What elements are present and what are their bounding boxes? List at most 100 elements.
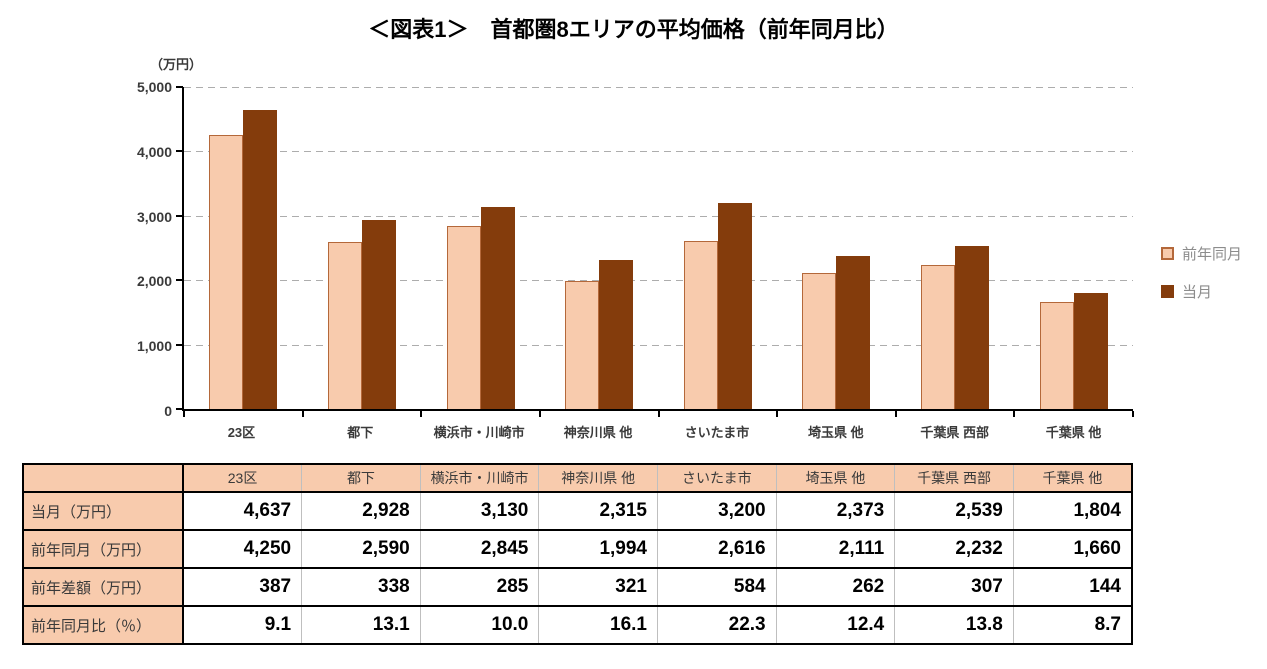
y-tick-label: 2,000 xyxy=(136,273,172,290)
bar-当月 xyxy=(836,256,871,409)
legend-label: 前年同月 xyxy=(1182,246,1243,263)
y-axis-labels: 0 1,000 2,000 3,000 4,000 5,000 xyxy=(100,79,172,419)
x-tick-mark xyxy=(183,411,185,417)
bar-group xyxy=(1014,87,1133,409)
x-tick-mark xyxy=(1013,411,1016,417)
x-category-label: さいたま市 xyxy=(684,425,750,440)
table-value-cell: 2,845 xyxy=(419,529,539,568)
table-value-cell: 2,590 xyxy=(301,529,421,568)
legend-item: 当月 xyxy=(1161,281,1242,302)
table-value-cell: 2,373 xyxy=(775,491,895,530)
table-value-cell: 4,250 xyxy=(182,529,302,568)
table-value-cell: 12.4 xyxy=(775,605,895,644)
legend-marker-icon xyxy=(1161,247,1174,260)
bar-当月 xyxy=(361,220,396,409)
bar-group xyxy=(303,87,422,409)
table-value-cell: 2,232 xyxy=(894,529,1014,568)
table-value-cell: 4,637 xyxy=(182,491,302,530)
bar-group xyxy=(421,87,540,409)
table-value-cell: 13.1 xyxy=(301,605,421,644)
bar-前年同月 xyxy=(683,240,718,409)
gridline xyxy=(184,280,1133,282)
y-tick-label: 1,000 xyxy=(136,338,172,355)
table-value-cell: 285 xyxy=(419,567,539,606)
table-value-cell: 144 xyxy=(1012,567,1132,606)
table-value-cell: 338 xyxy=(301,567,421,606)
legend-label: 当月 xyxy=(1182,284,1213,301)
y-tick-mark xyxy=(176,343,183,346)
y-axis-unit-label: （万円） xyxy=(150,57,203,72)
bar-group xyxy=(777,87,896,409)
table-value-cell: 2,315 xyxy=(538,491,658,530)
table-value-cell: 387 xyxy=(182,567,302,606)
y-tick-mark xyxy=(176,214,183,217)
legend: 前年同月 当月 xyxy=(1161,243,1242,319)
table-row: 前年同月（万円） 4,250 2,590 2,845 1,994 2,616 2,111 2,… xyxy=(23,529,1132,568)
gridline xyxy=(184,87,1133,88)
x-category-label: 千葉県 西部 xyxy=(920,425,989,440)
table-value-cell: 22.3 xyxy=(657,605,777,644)
table-row-label: 当月（万円） xyxy=(23,491,183,530)
table-column-header: 都下 xyxy=(301,464,421,492)
table-value-cell: 262 xyxy=(775,567,895,606)
gridline xyxy=(184,151,1133,153)
table-value-cell: 3,130 xyxy=(419,491,539,530)
x-tick-mark xyxy=(657,411,660,417)
x-tick-mark xyxy=(538,411,541,417)
bar-当月 xyxy=(955,245,990,409)
table-value-cell: 3,200 xyxy=(657,491,777,530)
bar-当月 xyxy=(243,110,278,409)
table-value-cell: 1,660 xyxy=(1012,529,1132,568)
table-column-header: 23区 xyxy=(182,464,302,492)
table-row-label: 前年同月比（％） xyxy=(23,605,183,644)
bar-前年同月 xyxy=(327,242,362,409)
plot-area xyxy=(176,86,1134,417)
table-column-header: 神奈川県 他 xyxy=(538,464,658,492)
table-value-cell: 8.7 xyxy=(1012,605,1132,644)
x-category-label: 埼玉県 他 xyxy=(808,425,864,440)
bar-group xyxy=(659,87,778,409)
x-category-label: 横浜市・川崎市 xyxy=(433,425,525,440)
table-header-row: 23区 都下 横浜市・川崎市 神奈川県 他さいたま市 埼玉県 他千葉県 西部 千葉県 他 xyxy=(23,464,1132,492)
x-category-label: 23区 xyxy=(227,425,256,440)
bar-前年同月 xyxy=(1039,302,1074,409)
table-value-cell: 13.8 xyxy=(894,605,1014,644)
table-value-cell: 1,804 xyxy=(1012,491,1132,530)
y-tick-mark xyxy=(176,150,183,153)
y-tick-label: 5,000 xyxy=(136,79,172,95)
table-value-cell: 9.1 xyxy=(182,605,302,644)
y-tick-label: 4,000 xyxy=(136,143,172,160)
bar-groups xyxy=(184,87,1133,409)
bar-当月 xyxy=(480,207,515,409)
table-value-cell: 1,994 xyxy=(538,529,658,568)
y-tick-label: 0 xyxy=(164,403,172,419)
data-table: 23区 都下 横浜市・川崎市 神奈川県 他さいたま市 埼玉県 他千葉県 西部 千葉県 他 … xyxy=(22,463,1133,645)
table-row: 前年同月比（％） 9.1 13.1 10.0 16.1 22.3 12.4 13.8 8.7 xyxy=(23,605,1132,644)
table-column-header: 千葉県 西部 xyxy=(894,464,1014,492)
y-tick-mark xyxy=(176,279,183,282)
table-value-cell: 584 xyxy=(657,567,777,606)
table-row-label: 前年同月（万円） xyxy=(23,529,183,568)
x-tick-mark xyxy=(776,411,779,417)
table-value-cell: 10.0 xyxy=(419,605,539,644)
table-column-header: 千葉県 他 xyxy=(1012,464,1132,492)
x-tick-mark xyxy=(1132,411,1134,417)
table-corner-cell xyxy=(23,464,183,492)
bar-前年同月 xyxy=(209,135,244,409)
y-tick-mark xyxy=(176,408,183,410)
x-tick-mark xyxy=(894,411,897,417)
table-value-cell: 2,111 xyxy=(775,529,895,568)
gridline xyxy=(184,215,1133,217)
x-category-label: 神奈川県 他 xyxy=(563,425,633,440)
bar-group xyxy=(896,87,1015,409)
table-column-header: 埼玉県 他 xyxy=(775,464,895,492)
bar-当月 xyxy=(599,259,634,409)
bar-前年同月 xyxy=(446,225,481,409)
legend-item: 前年同月 xyxy=(1161,243,1242,264)
table-row: 前年差額（万円） 387 338 285 321 584 262 307 144 xyxy=(23,567,1132,606)
table-value-cell: 2,928 xyxy=(301,491,421,530)
table-value-cell: 321 xyxy=(538,567,658,606)
table-value-cell: 2,616 xyxy=(657,529,777,568)
bar-group xyxy=(540,87,659,409)
